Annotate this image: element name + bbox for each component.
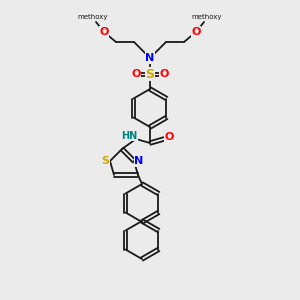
Text: methoxy: methoxy [78, 14, 108, 20]
Text: S: S [101, 156, 109, 166]
Text: HN: HN [121, 131, 137, 141]
Text: O: O [99, 27, 109, 37]
Text: O: O [131, 69, 141, 79]
Text: O: O [164, 132, 174, 142]
Text: O: O [159, 69, 169, 79]
Text: N: N [146, 53, 154, 63]
Text: methoxy: methoxy [192, 14, 222, 20]
Text: S: S [146, 68, 154, 80]
Text: N: N [134, 156, 144, 166]
Text: O: O [191, 27, 201, 37]
